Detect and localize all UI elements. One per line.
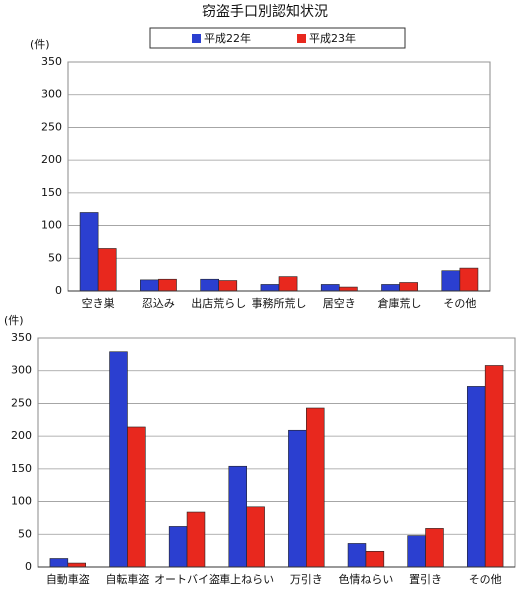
x-tick-label: その他 bbox=[443, 297, 476, 310]
y-tick-label: 50 bbox=[48, 251, 62, 264]
y-tick-label: 250 bbox=[41, 120, 62, 133]
bar bbox=[97, 248, 117, 292]
y-tick-label: 300 bbox=[41, 88, 62, 101]
bar bbox=[49, 558, 69, 568]
x-tick-label: 倉庫荒し bbox=[378, 296, 422, 310]
bar bbox=[246, 506, 265, 568]
y-tick-label: 200 bbox=[41, 153, 62, 166]
bar bbox=[338, 286, 358, 292]
bar bbox=[484, 365, 504, 568]
y-tick-label: 200 bbox=[11, 429, 32, 442]
bar bbox=[306, 407, 325, 568]
y-tick-label: 250 bbox=[11, 396, 32, 409]
bar bbox=[466, 386, 486, 568]
y-tick-label: 350 bbox=[41, 55, 62, 68]
y-tick-label: 150 bbox=[41, 186, 62, 199]
y-tick-label: 100 bbox=[11, 495, 32, 508]
bar bbox=[260, 284, 280, 292]
y-axis-label: (件) bbox=[30, 38, 50, 51]
bar bbox=[218, 280, 238, 292]
plot-area bbox=[67, 61, 491, 292]
x-tick-label: 自動車盗 bbox=[46, 572, 90, 586]
y-axis-label: (件) bbox=[4, 314, 24, 327]
bar bbox=[127, 426, 146, 568]
bar bbox=[109, 351, 128, 568]
y-tick-label: 50 bbox=[18, 527, 32, 540]
bar bbox=[79, 212, 99, 292]
bar bbox=[459, 267, 479, 292]
legend-label: 平成22年 bbox=[204, 31, 251, 45]
y-tick-label: 0 bbox=[25, 560, 32, 573]
bar bbox=[140, 279, 159, 292]
legend-swatch bbox=[192, 34, 201, 43]
x-tick-label: 事務所荒し bbox=[252, 296, 307, 310]
y-tick-label: 100 bbox=[41, 219, 62, 232]
legend-box bbox=[149, 27, 406, 49]
bar bbox=[407, 535, 426, 568]
bar bbox=[425, 528, 444, 568]
x-tick-label: 自転車盗 bbox=[105, 572, 149, 586]
bar bbox=[168, 526, 188, 568]
x-tick-label: その他 bbox=[469, 573, 502, 586]
bar bbox=[278, 276, 298, 292]
legend-label: 平成23年 bbox=[309, 31, 356, 45]
x-tick-label: オートバイ盗 bbox=[154, 573, 220, 586]
bar bbox=[347, 543, 367, 568]
bar bbox=[67, 562, 87, 568]
x-tick-label: 忍込み bbox=[142, 297, 175, 310]
bar bbox=[200, 278, 220, 292]
bar bbox=[399, 282, 418, 292]
y-tick-label: 300 bbox=[11, 364, 32, 377]
x-tick-label: 空き巣 bbox=[82, 296, 115, 310]
x-tick-label: 居空き bbox=[323, 296, 356, 310]
legend-swatch bbox=[297, 34, 306, 43]
bar bbox=[288, 429, 307, 568]
chart-title: 窃盗手口別認知状況 bbox=[202, 3, 328, 20]
x-tick-label: 出店荒らし bbox=[191, 296, 246, 310]
x-tick-label: 車上ねらい bbox=[219, 572, 274, 586]
x-tick-label: 置引き bbox=[409, 572, 442, 586]
y-tick-label: 0 bbox=[55, 284, 62, 297]
bar bbox=[158, 278, 177, 292]
y-tick-label: 150 bbox=[11, 462, 32, 475]
bar bbox=[320, 284, 340, 292]
bar bbox=[441, 270, 461, 292]
x-tick-label: 色情ねらい bbox=[338, 572, 393, 586]
bar bbox=[186, 511, 206, 568]
bar bbox=[365, 550, 385, 568]
y-tick-label: 350 bbox=[11, 331, 32, 344]
bar bbox=[228, 465, 247, 568]
x-tick-label: 万引き bbox=[290, 572, 323, 586]
bar bbox=[381, 284, 400, 292]
